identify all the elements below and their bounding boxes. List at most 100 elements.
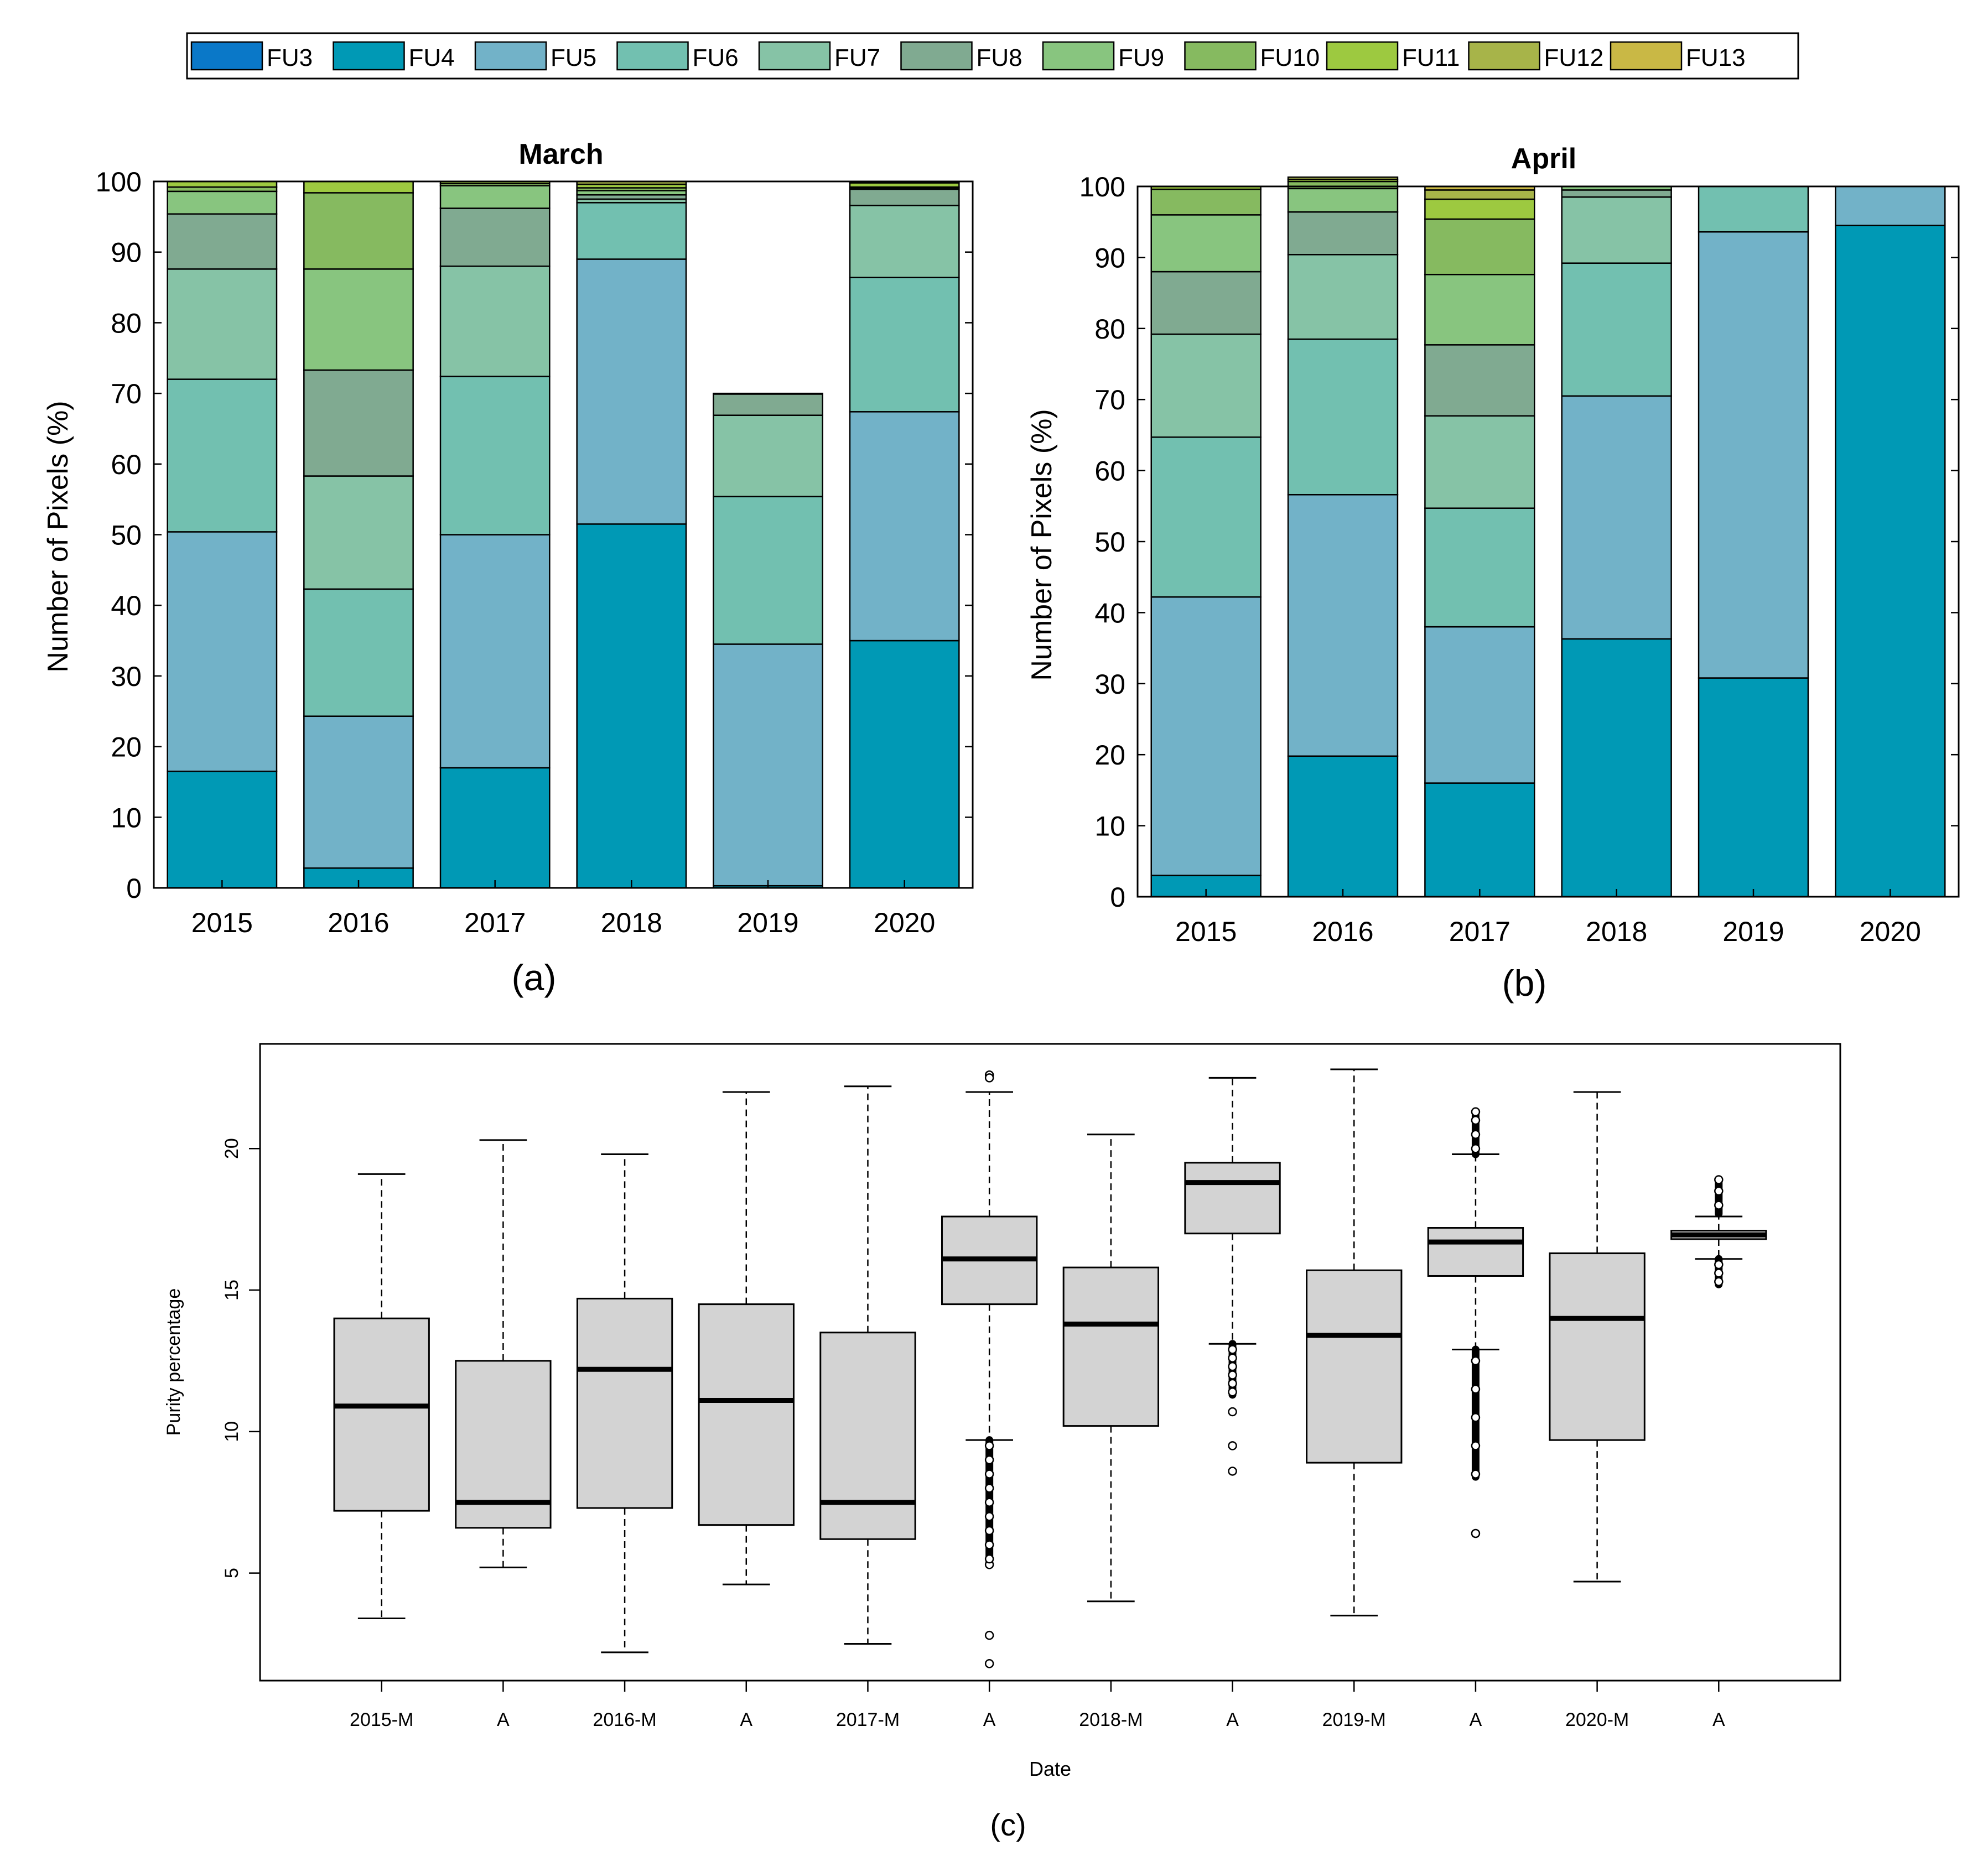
outlier-point: [1714, 1260, 1724, 1270]
outlier-point: [984, 1659, 994, 1668]
legend-label-fu6: FU6: [693, 44, 739, 71]
legend-label-fu8: FU8: [977, 44, 1022, 71]
y-tick-label: 40: [1094, 597, 1125, 628]
y-tick-label: 30: [111, 661, 142, 692]
outlier-point: [1471, 1441, 1481, 1450]
bar-2016-fu11: [303, 180, 414, 194]
outlier-point: [984, 1540, 994, 1550]
chart-march-plot-frame: [153, 180, 974, 889]
outlier-point: [1228, 1387, 1237, 1397]
bar-2018-fu4: [576, 523, 687, 889]
chart-march-title: March: [518, 138, 603, 170]
bar-2016-fu5: [303, 715, 414, 869]
bar-2017-fu9: [439, 185, 551, 209]
box-iqr: [1549, 1252, 1646, 1441]
outlier-point: [1228, 1345, 1237, 1354]
box-8: [1184, 1077, 1281, 1476]
box-3: [576, 1153, 673, 1654]
bar-2018-fu6: [576, 202, 687, 260]
legend: FU3 FU4 FU5 FU6 FU7 FU8 FU9 FU10 FU11 FU12 FU13: [186, 32, 1799, 80]
chart-purity-boxplot: 2015-M A 2016-M A 2017-M A 2018-M A 2019-M A 2020-…: [163, 1043, 1841, 1842]
bar-2015-fu5: [1150, 596, 1262, 876]
bar-2016-fu9: [1287, 188, 1399, 213]
x-tick-label: 2020: [874, 907, 935, 938]
outlier-point: [1471, 1144, 1481, 1153]
x-tick-label: 2016: [328, 907, 389, 938]
outlier-point: [1471, 1115, 1481, 1125]
x-tick-label: 2015: [1175, 916, 1237, 947]
x-tick-label: 2019-M: [1322, 1709, 1386, 1730]
chart-march-ylabel: Number of Pixels (%): [42, 401, 74, 672]
legend-label-fu11: FU11: [1402, 44, 1460, 71]
bar-2018-fu5: [576, 258, 687, 525]
y-tick-label: 90: [1094, 242, 1125, 273]
outlier-point: [1228, 1361, 1237, 1371]
outlier-point: [1228, 1467, 1237, 1476]
legend-swatch-fu8: [900, 41, 973, 71]
y-tick-label: 100: [1079, 171, 1125, 202]
y-tick-label: 90: [111, 237, 142, 268]
legend-swatch-fu6: [616, 41, 689, 71]
outlier-point: [1471, 1528, 1481, 1538]
outlier-point: [984, 1441, 994, 1450]
outlier-point: [984, 1630, 994, 1640]
bar-2019-fu5: [713, 643, 823, 887]
bar-2015-fu4: [167, 771, 278, 889]
box-6: [941, 1070, 1038, 1668]
outlier-point: [1228, 1353, 1237, 1363]
legend-swatch-fu10: [1184, 41, 1257, 71]
outlier-point: [984, 1554, 994, 1564]
x-tick-label: 2018: [601, 907, 662, 938]
bar-2019-fu6: [713, 496, 823, 645]
outlier-point: [1471, 1356, 1481, 1366]
x-tick-label: 2015: [191, 907, 253, 938]
y-tick-label: 20: [221, 1138, 242, 1159]
y-tick-label: 10: [1094, 811, 1125, 842]
bar-2020-fu7: [849, 205, 960, 278]
bar-2019-fu6: [1698, 185, 1809, 233]
box-12: [1670, 1175, 1767, 1288]
legend-label-fu5: FU5: [551, 44, 596, 71]
chart-march-panel-label: (a): [512, 957, 557, 998]
bar-2016-fu10: [303, 192, 414, 270]
outlier-point: [1228, 1407, 1237, 1417]
x-tick-label: A: [740, 1709, 752, 1730]
bar-2015-fu8: [167, 213, 278, 270]
bar-2016-fu7: [1287, 254, 1399, 340]
bar-2020-fu4: [1835, 225, 1946, 898]
outlier-point: [1471, 1107, 1481, 1117]
y-tick-label: 70: [111, 378, 142, 409]
outlier-point: [1714, 1200, 1724, 1210]
outlier-point: [984, 1469, 994, 1479]
bar-2017-fu4: [1424, 782, 1535, 898]
legend-label-fu9: FU9: [1118, 44, 1164, 71]
y-tick-label: 0: [1110, 882, 1125, 913]
bar-2016-fu4: [303, 867, 414, 889]
bar-2020-fu5: [1835, 185, 1946, 226]
y-tick-label: 30: [1094, 669, 1125, 700]
legend-label-fu3: FU3: [267, 44, 313, 71]
legend-swatch-fu4: [333, 41, 405, 71]
outlier-point: [984, 1455, 994, 1465]
y-tick-label: 20: [111, 732, 142, 763]
y-tick-label: 10: [111, 802, 142, 833]
x-tick-label: 2019: [1722, 916, 1784, 947]
bar-2017-fu8: [439, 207, 551, 267]
y-tick-label: 0: [126, 873, 142, 904]
x-tick-label: 2020: [1860, 916, 1921, 947]
bar-2017-fu4: [439, 767, 551, 889]
box-iqr: [819, 1332, 916, 1540]
bar-2017-fu7: [1424, 415, 1535, 509]
bar-2020-fu5: [849, 411, 960, 642]
box-iqr: [1427, 1227, 1524, 1277]
bar-2015-fu10: [1150, 188, 1262, 216]
outlier-point: [1228, 1379, 1237, 1389]
bar-2017-fu5: [439, 534, 551, 769]
x-tick-label: 2018-M: [1079, 1709, 1143, 1730]
y-tick-label: 60: [111, 449, 142, 480]
bar-2019-fu9: [713, 392, 823, 395]
bar-2017-fu6: [439, 376, 551, 535]
chart-april-ylabel: Number of Pixels (%): [1026, 409, 1058, 680]
chart-april-panel-label: (b): [1502, 963, 1547, 1004]
